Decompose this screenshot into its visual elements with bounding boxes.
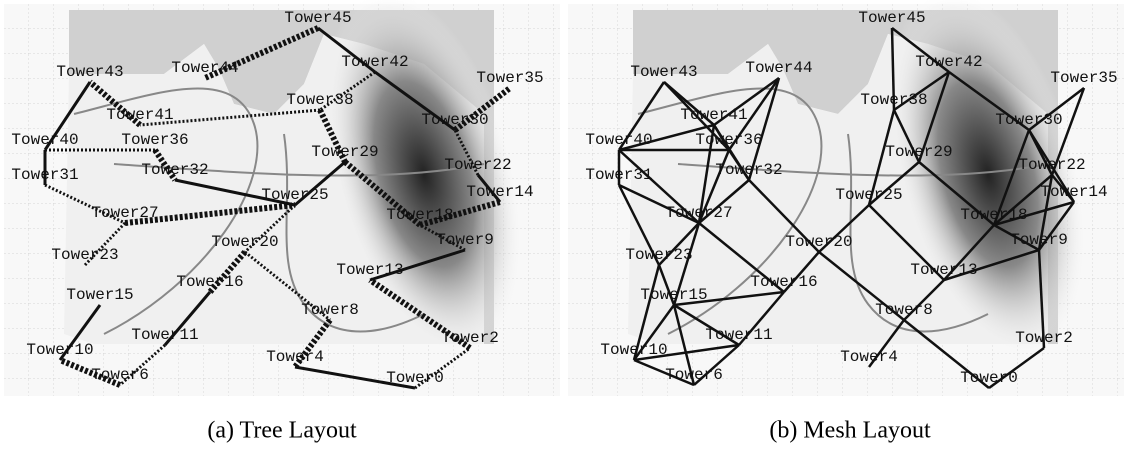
tower-label: Tower6 bbox=[91, 366, 149, 384]
tower-label: Tower32 bbox=[715, 161, 782, 179]
tower-label: Tower23 bbox=[51, 246, 118, 264]
tower-label: Tower2 bbox=[441, 329, 499, 347]
tower-label: Tower11 bbox=[705, 326, 772, 344]
tower-label: Tower41 bbox=[106, 106, 173, 124]
tower-label: Tower16 bbox=[176, 273, 243, 291]
tower-label: Tower36 bbox=[121, 131, 188, 149]
tower-label: Tower25 bbox=[835, 186, 902, 204]
tower-label: Tower4 bbox=[266, 348, 324, 366]
tower-label: Tower8 bbox=[875, 301, 933, 319]
tower-label: Tower0 bbox=[386, 369, 444, 387]
tower-label: Tower9 bbox=[436, 231, 494, 249]
caption: (b) Mesh Layout bbox=[769, 418, 931, 444]
tower-label: Tower38 bbox=[286, 91, 353, 109]
tower-label: Tower2 bbox=[1015, 329, 1073, 347]
tower-label: Tower43 bbox=[630, 63, 697, 81]
tower-label: Tower44 bbox=[745, 59, 812, 77]
tower-label: Tower10 bbox=[26, 341, 93, 359]
tower-label: Tower22 bbox=[444, 156, 511, 174]
tower-label: Tower27 bbox=[91, 204, 158, 222]
tower-label: Tower20 bbox=[211, 233, 278, 251]
tower-label: Tower16 bbox=[750, 273, 817, 291]
tower-label: Tower45 bbox=[284, 9, 351, 27]
tower-label: Tower44 bbox=[171, 59, 238, 77]
tower-label: Tower31 bbox=[11, 166, 78, 184]
tower-label: Tower23 bbox=[625, 246, 692, 264]
tower-label: Tower4 bbox=[840, 348, 898, 366]
tower-label: Tower0 bbox=[960, 369, 1018, 387]
tower-label: Tower45 bbox=[858, 9, 925, 27]
tower-label: Tower6 bbox=[665, 366, 723, 384]
figure: Tower45 Tower43 Tower44 Tower42 Tower35 Tower… bbox=[0, 0, 1124, 464]
tower-label: Tower18 bbox=[960, 206, 1027, 224]
tower-label: Tower14 bbox=[466, 183, 533, 201]
tower-label: Tower29 bbox=[311, 143, 378, 161]
tower-label: Tower36 bbox=[695, 131, 762, 149]
tower-label: Tower30 bbox=[995, 111, 1062, 129]
tower-label: Tower42 bbox=[915, 53, 982, 71]
tower-label: Tower15 bbox=[640, 286, 707, 304]
tower-label: Tower29 bbox=[885, 143, 952, 161]
tower-label: Tower35 bbox=[1050, 69, 1117, 87]
tower-label: Tower11 bbox=[131, 326, 198, 344]
tower-label: Tower32 bbox=[141, 161, 208, 179]
tower-label: Tower18 bbox=[386, 206, 453, 224]
tower-label: Tower13 bbox=[336, 261, 403, 279]
tower-label: Tower14 bbox=[1040, 183, 1107, 201]
tower-label: Tower31 bbox=[585, 166, 652, 184]
tower-label: Tower42 bbox=[341, 53, 408, 71]
tower-label: Tower25 bbox=[261, 186, 328, 204]
tower-label: Tower40 bbox=[11, 131, 78, 149]
tower-label: Tower27 bbox=[665, 204, 732, 222]
tower-label: Tower15 bbox=[66, 286, 133, 304]
tower-label: Tower22 bbox=[1018, 156, 1085, 174]
tower-label: Tower10 bbox=[600, 341, 667, 359]
tower-label: Tower40 bbox=[585, 131, 652, 149]
tower-label: Tower41 bbox=[680, 106, 747, 124]
tower-label: Tower8 bbox=[301, 301, 359, 319]
tower-label: Tower43 bbox=[56, 63, 123, 81]
tower-label: Tower9 bbox=[1010, 231, 1068, 249]
caption: (a) Tree Layout bbox=[207, 418, 357, 444]
tower-label: Tower30 bbox=[421, 111, 488, 129]
tower-label: Tower38 bbox=[860, 91, 927, 109]
tower-label: Tower35 bbox=[476, 69, 543, 87]
tower-label: Tower13 bbox=[910, 261, 977, 279]
tower-label: Tower20 bbox=[785, 233, 852, 251]
